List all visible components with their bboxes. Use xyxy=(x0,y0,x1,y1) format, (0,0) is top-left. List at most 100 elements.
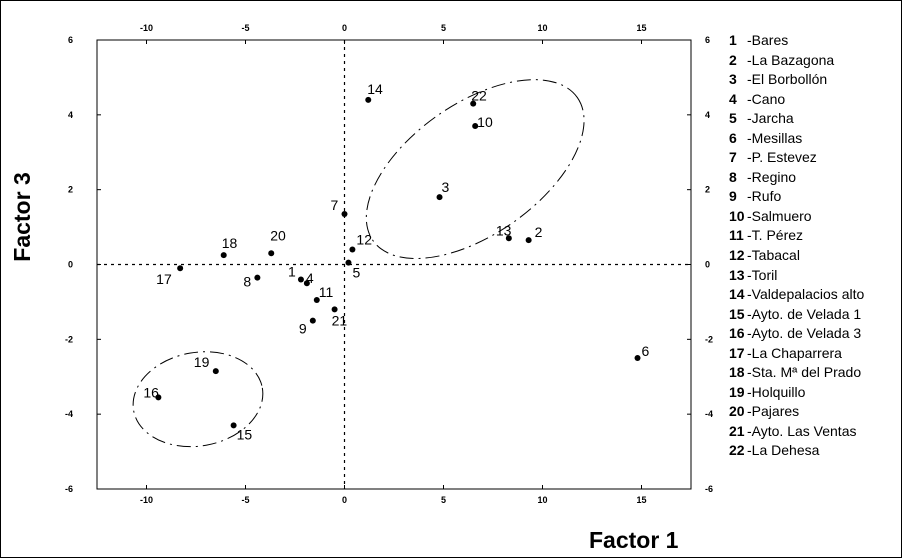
y-tick-label-left: 6 xyxy=(68,35,73,45)
point-label-19: 19 xyxy=(194,354,210,370)
legend-dash: - xyxy=(747,188,752,205)
legend-dash: - xyxy=(747,383,752,400)
legend-name: La Chaparrera xyxy=(751,344,842,361)
data-point-15 xyxy=(230,422,237,429)
y-tick-label-right: 4 xyxy=(705,110,710,120)
data-point-11 xyxy=(313,297,320,304)
legend-name: P. Estevez xyxy=(751,149,817,166)
point-label-21: 21 xyxy=(332,312,348,328)
legend-number: 2 xyxy=(729,51,737,68)
x-tick-label-bottom: 0 xyxy=(342,495,347,505)
point-label-15: 15 xyxy=(237,426,253,442)
legend-item-11: 11 -T. Pérez xyxy=(729,226,901,246)
legend-number: 14 xyxy=(729,286,745,303)
legend-name: Tabacal xyxy=(751,247,800,264)
legend-name: Bares xyxy=(751,32,789,48)
legend-number: 6 xyxy=(729,129,737,146)
y-tick-label-left: -4 xyxy=(65,409,73,419)
legend-name: Rufo xyxy=(751,188,782,205)
legend-item-21: 21 -Ayto. Las Ventas xyxy=(729,422,901,442)
legend-dash: - xyxy=(747,422,752,439)
legend-name: Ayto. de Velada 1 xyxy=(751,305,862,322)
legend-number: 12 xyxy=(729,247,745,264)
point-label-20: 20 xyxy=(270,227,286,243)
data-point-3 xyxy=(436,194,443,201)
legend-number: 17 xyxy=(729,344,745,361)
legend-name: Salmuero xyxy=(751,207,812,224)
data-point-4 xyxy=(303,280,310,287)
y-tick-label-left: -6 xyxy=(65,484,73,494)
legend-dash: - xyxy=(747,305,752,322)
legend-number: 11 xyxy=(729,227,744,244)
point-label-5: 5 xyxy=(352,265,360,281)
point-label-12: 12 xyxy=(356,232,372,248)
data-point-19 xyxy=(212,368,219,375)
y-axis-title: Factor 3 xyxy=(9,172,35,261)
legend-item-9: 9 -Rufo xyxy=(729,187,901,207)
legend-dash: - xyxy=(747,168,752,185)
y-tick-label-right: 0 xyxy=(705,260,710,270)
x-tick-label-bottom: 10 xyxy=(537,495,547,505)
group-ellipse-1 xyxy=(365,79,585,260)
legend-dash: - xyxy=(747,51,752,68)
data-point-12 xyxy=(349,246,356,253)
legend-name: Pajares xyxy=(751,403,800,420)
data-point-2 xyxy=(525,237,532,244)
legend-dash: - xyxy=(747,442,752,459)
y-tick-label-left: 4 xyxy=(68,110,73,120)
legend: 1 -Bares 2 -La Bazagona 3 -El Borbollón 4 -Cano… xyxy=(729,31,901,461)
point-label-14: 14 xyxy=(367,81,383,97)
legend-dash: - xyxy=(747,110,752,127)
data-point-7 xyxy=(341,210,348,217)
data-point-1 xyxy=(297,276,304,283)
data-point-8 xyxy=(254,274,261,281)
legend-item-3: 3 -El Borbollón xyxy=(729,70,901,90)
legend-name: Ayto. Las Ventas xyxy=(751,422,857,439)
legend-name: La Bazagona xyxy=(751,51,835,68)
y-tick-label-left: 2 xyxy=(68,185,73,195)
x-tick-label-bottom: -5 xyxy=(241,495,249,505)
data-point-17 xyxy=(177,265,184,272)
legend-item-10: 10 -Salmuero xyxy=(729,207,901,227)
legend-item-20: 20 -Pajares xyxy=(729,402,901,422)
legend-name: Sta. Mª del Prado xyxy=(751,364,862,381)
x-tick-label-bottom: -10 xyxy=(140,495,153,505)
legend-dash: - xyxy=(747,90,752,107)
data-point-10 xyxy=(472,123,479,130)
y-tick-label-right: 2 xyxy=(705,185,710,195)
legend-number: 5 xyxy=(729,110,737,127)
legend-item-5: 5 -Jarcha xyxy=(729,109,901,129)
legend-number: 16 xyxy=(729,325,745,342)
legend-number: 20 xyxy=(729,403,745,420)
legend-dash: - xyxy=(747,325,752,342)
legend-dash: - xyxy=(747,207,752,224)
legend-number: 3 xyxy=(729,71,737,88)
x-tick-label-top: 10 xyxy=(537,23,547,33)
point-label-18: 18 xyxy=(222,235,238,251)
y-tick-label-right: -4 xyxy=(705,409,713,419)
legend-dash: - xyxy=(747,32,752,48)
legend-item-6: 6 -Mesillas xyxy=(729,129,901,149)
legend-item-14: 14 -Valdepalacios alto xyxy=(729,285,901,305)
point-label-9: 9 xyxy=(299,321,307,337)
point-label-11: 11 xyxy=(319,284,334,300)
legend-name: Mesillas xyxy=(751,129,803,146)
legend-name: Regino xyxy=(751,168,797,185)
legend-item-18: 18 -Sta. Mª del Prado xyxy=(729,363,901,383)
data-point-21 xyxy=(331,306,338,313)
legend-name: Valdepalacios alto xyxy=(751,286,865,303)
y-tick-label-right: -6 xyxy=(705,484,713,494)
point-label-4: 4 xyxy=(306,270,314,286)
x-tick-label-bottom: 5 xyxy=(441,495,446,505)
legend-number: 13 xyxy=(729,266,745,283)
data-point-14 xyxy=(365,96,372,103)
legend-dash: - xyxy=(747,266,752,283)
x-tick-label-bottom: 15 xyxy=(636,495,646,505)
legend-item-1: 1 -Bares xyxy=(729,31,901,51)
point-label-13: 13 xyxy=(496,222,512,238)
legend-dash: - xyxy=(747,227,752,244)
legend-item-16: 16 -Ayto. de Velada 3 xyxy=(729,324,901,344)
legend-item-19: 19 -Holquillo xyxy=(729,383,901,403)
point-label-3: 3 xyxy=(442,179,450,195)
point-label-16: 16 xyxy=(143,384,159,400)
